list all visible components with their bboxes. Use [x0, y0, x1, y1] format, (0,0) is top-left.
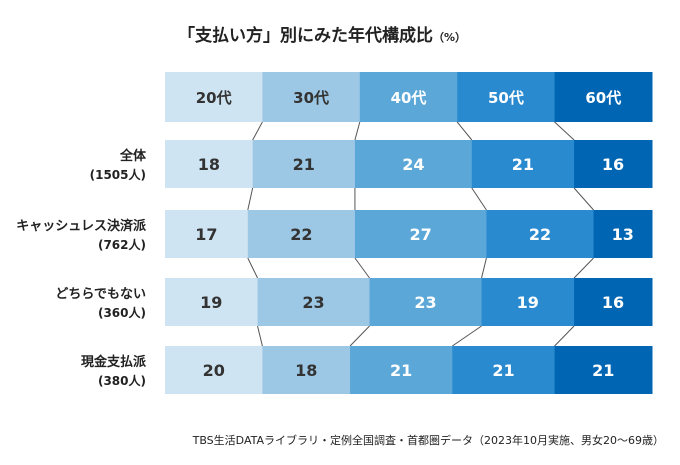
connector-line [554, 121, 575, 141]
bar-value-label: 23 [302, 293, 324, 312]
bar-value-label: 13 [612, 225, 634, 244]
bar-segment [354, 140, 473, 188]
bar-segment [574, 140, 653, 188]
bar-segment [262, 346, 351, 394]
header-label: 20代 [196, 89, 232, 107]
data-rows: 18 21 24 21 16 17 22 27 22 13 19 23 23 19 16 20 18 21 21 21 [165, 140, 653, 394]
bar-segment [486, 210, 595, 258]
source-note: TBS生活DATAライブラリ・定例全国調査・首都圏データ（2023年10月実施、… [192, 433, 664, 447]
header-segment [359, 72, 458, 122]
connector-line [456, 121, 473, 141]
bar-value-label: 21 [390, 361, 412, 380]
header-row: 20代 30代 40代 50代 60代 [165, 72, 653, 122]
connector-lines [247, 121, 594, 347]
bar-segment [252, 140, 356, 188]
bar-value-label: 16 [602, 155, 624, 174]
bar-value-label: 22 [529, 225, 551, 244]
bar-value-label: 24 [402, 155, 424, 174]
header-label: 50代 [488, 89, 524, 107]
header-segment [165, 72, 263, 122]
bar-value-label: 20 [203, 361, 225, 380]
bar-segment [165, 346, 263, 394]
bar-segment [257, 278, 371, 326]
bar-value-label: 18 [198, 155, 220, 174]
chart-title: 「支払い方」別にみた年代構成比（%） [178, 25, 466, 46]
connector-line [471, 187, 487, 211]
header-label: 30代 [293, 89, 329, 107]
bar-value-label: 21 [512, 155, 534, 174]
bar-segment [452, 346, 556, 394]
connector-line [573, 187, 594, 211]
bar-value-label: 21 [293, 155, 315, 174]
connector-line [349, 325, 370, 347]
connector-line [354, 257, 370, 279]
chart-title-main: 「支払い方」別にみた年代構成比 [178, 25, 433, 46]
category-sample-size: (1505人) [90, 167, 146, 182]
connector-line [573, 257, 594, 279]
bar-segment [481, 278, 575, 326]
category-sample-size: (380人) [98, 373, 146, 388]
bar-segment [165, 140, 254, 188]
bar-value-label: 18 [295, 361, 317, 380]
bar-value-label: 21 [492, 361, 514, 380]
header-segment [457, 72, 556, 122]
bar-segment [593, 210, 653, 258]
bar-segment [354, 210, 487, 258]
bar-segment [165, 210, 249, 258]
category-sample-size: (762人) [98, 237, 146, 252]
category-sample-size: (360人) [98, 305, 146, 320]
bar-value-label: 17 [195, 225, 217, 244]
bar-value-label: 27 [410, 225, 432, 244]
bar-segment [471, 140, 575, 188]
connector-line [481, 257, 487, 279]
bar-value-label: 16 [602, 293, 624, 312]
connector-line [247, 257, 258, 279]
category-label: 現金支払派 [81, 354, 147, 370]
bar-segment [574, 278, 653, 326]
bar-segment [247, 210, 356, 258]
category-labels: 全体 (1505人) キャッシュレス決済派 (762人) どちらでもない (360人) 現金… [16, 148, 147, 388]
bar-segment [554, 346, 653, 394]
bar-value-label: 19 [517, 293, 539, 312]
connector-line [247, 187, 254, 211]
category-label: 全体 [119, 148, 147, 164]
header-segment [554, 72, 653, 122]
bar-segment [369, 278, 483, 326]
category-label: キャッシュレス決済派 [16, 218, 147, 234]
category-label: どちらでもない [55, 287, 146, 302]
connector-line [354, 121, 361, 141]
bar-value-label: 22 [290, 225, 312, 244]
bar-segment [165, 278, 259, 326]
connector-line [452, 325, 482, 347]
connector-line [252, 121, 263, 141]
bar-value-label: 21 [592, 361, 614, 380]
bar-segment [350, 346, 453, 394]
header-segment [262, 72, 361, 122]
connector-line [554, 325, 575, 347]
connector-line [257, 325, 263, 347]
header-label: 40代 [391, 89, 427, 107]
header-label: 60代 [585, 89, 621, 107]
chart-title-unit: （%） [433, 31, 466, 44]
bar-value-label: 19 [200, 293, 222, 312]
bar-value-label: 23 [414, 293, 436, 312]
